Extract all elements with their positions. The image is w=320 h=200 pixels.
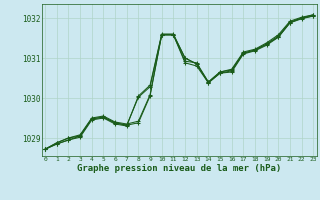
X-axis label: Graphe pression niveau de la mer (hPa): Graphe pression niveau de la mer (hPa) — [77, 164, 281, 173]
